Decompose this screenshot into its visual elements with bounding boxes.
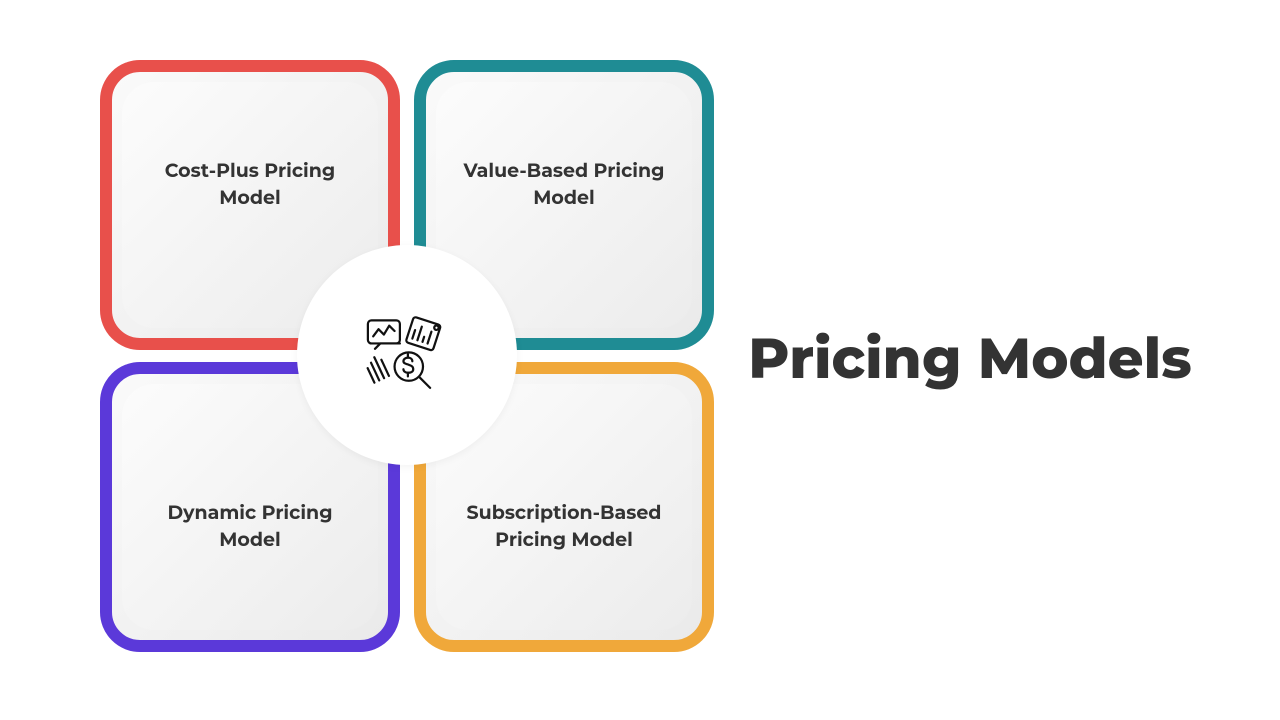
center-circle [297,245,517,465]
title-area: Pricing Models [730,326,1280,393]
quadrant-label: Dynamic Pricing Model [142,500,358,553]
quadrant-grid: Cost-Plus Pricing Model Value-Based Pric… [90,50,730,690]
slide-container: Cost-Plus Pricing Model Value-Based Pric… [0,0,1280,720]
page-title: Pricing Models [748,326,1191,393]
analytics-finance-icon [362,315,452,395]
quadrant-label: Value-Based Pricing Model [456,158,672,211]
quadrant-label: Cost-Plus Pricing Model [142,158,358,211]
quadrant-label: Subscription-Based Pricing Model [456,500,672,553]
